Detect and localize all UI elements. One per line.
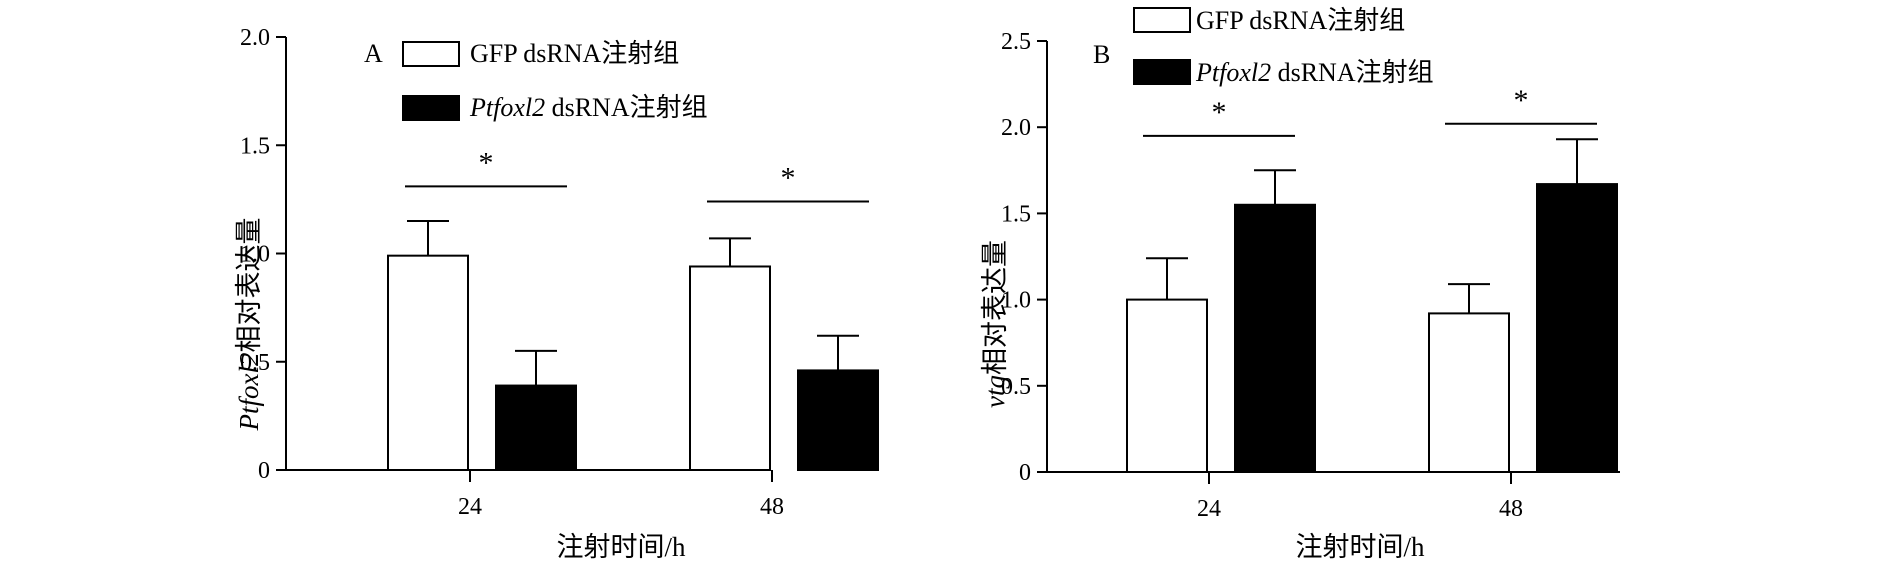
y-tick-label: 2.0 bbox=[1001, 115, 1031, 141]
bar-ptfoxl2-24 bbox=[495, 384, 577, 471]
y-tick-label: 2.0 bbox=[240, 25, 270, 51]
legend-swatch bbox=[402, 95, 460, 121]
significance-star: * bbox=[479, 146, 494, 179]
legend-swatch bbox=[402, 41, 460, 67]
bar-ptfoxl2-48 bbox=[797, 369, 879, 471]
y-tick-label: 1.0 bbox=[240, 242, 270, 268]
legend-label: Ptfoxl2 dsRNA注射组 bbox=[469, 93, 708, 122]
bar-gfp-24 bbox=[1126, 298, 1208, 473]
panel-letter: B bbox=[1093, 40, 1110, 69]
bar-ptfoxl2-48 bbox=[1536, 183, 1618, 473]
legend-swatch bbox=[1133, 7, 1191, 33]
significance-star: * bbox=[1212, 96, 1227, 129]
x-axis-title: 注射时间/h bbox=[1295, 532, 1425, 562]
x-axis-title: 注射时间/h bbox=[556, 532, 686, 562]
legend-swatch bbox=[1133, 59, 1191, 85]
y-tick-label: 1.5 bbox=[1001, 201, 1031, 227]
x-tick-label: 48 bbox=[1499, 496, 1523, 522]
x-tick-label: 24 bbox=[458, 494, 482, 520]
y-axis-title: Ptfoxl2相对表达量 bbox=[234, 218, 264, 432]
bar-gfp-48 bbox=[1428, 312, 1510, 473]
y-tick-label: 1.5 bbox=[240, 133, 270, 159]
bar-gfp-48 bbox=[689, 265, 771, 471]
legend-label: Ptfoxl2 dsRNA注射组 bbox=[1195, 58, 1434, 87]
panel-letter: A bbox=[364, 39, 383, 68]
y-axis-title: vtg相对表达量 bbox=[980, 240, 1010, 408]
bar-gfp-24 bbox=[387, 254, 469, 471]
significance-star: * bbox=[1514, 84, 1529, 117]
y-tick-label: 1.0 bbox=[1001, 288, 1031, 314]
x-tick-label: 48 bbox=[760, 494, 784, 520]
x-tick-label: 24 bbox=[1197, 496, 1221, 522]
y-tick-label: 0 bbox=[1019, 460, 1031, 486]
legend-label: GFP dsRNA注射组 bbox=[470, 39, 679, 68]
bar-ptfoxl2-24 bbox=[1234, 203, 1316, 473]
y-tick-label: 2.5 bbox=[1001, 29, 1031, 55]
y-tick-label: 0 bbox=[258, 458, 270, 484]
y-tick-label: 0.5 bbox=[1001, 374, 1031, 400]
legend-label: GFP dsRNA注射组 bbox=[1196, 6, 1405, 35]
y-tick-label: 0.5 bbox=[240, 350, 270, 376]
significance-star: * bbox=[781, 162, 796, 195]
